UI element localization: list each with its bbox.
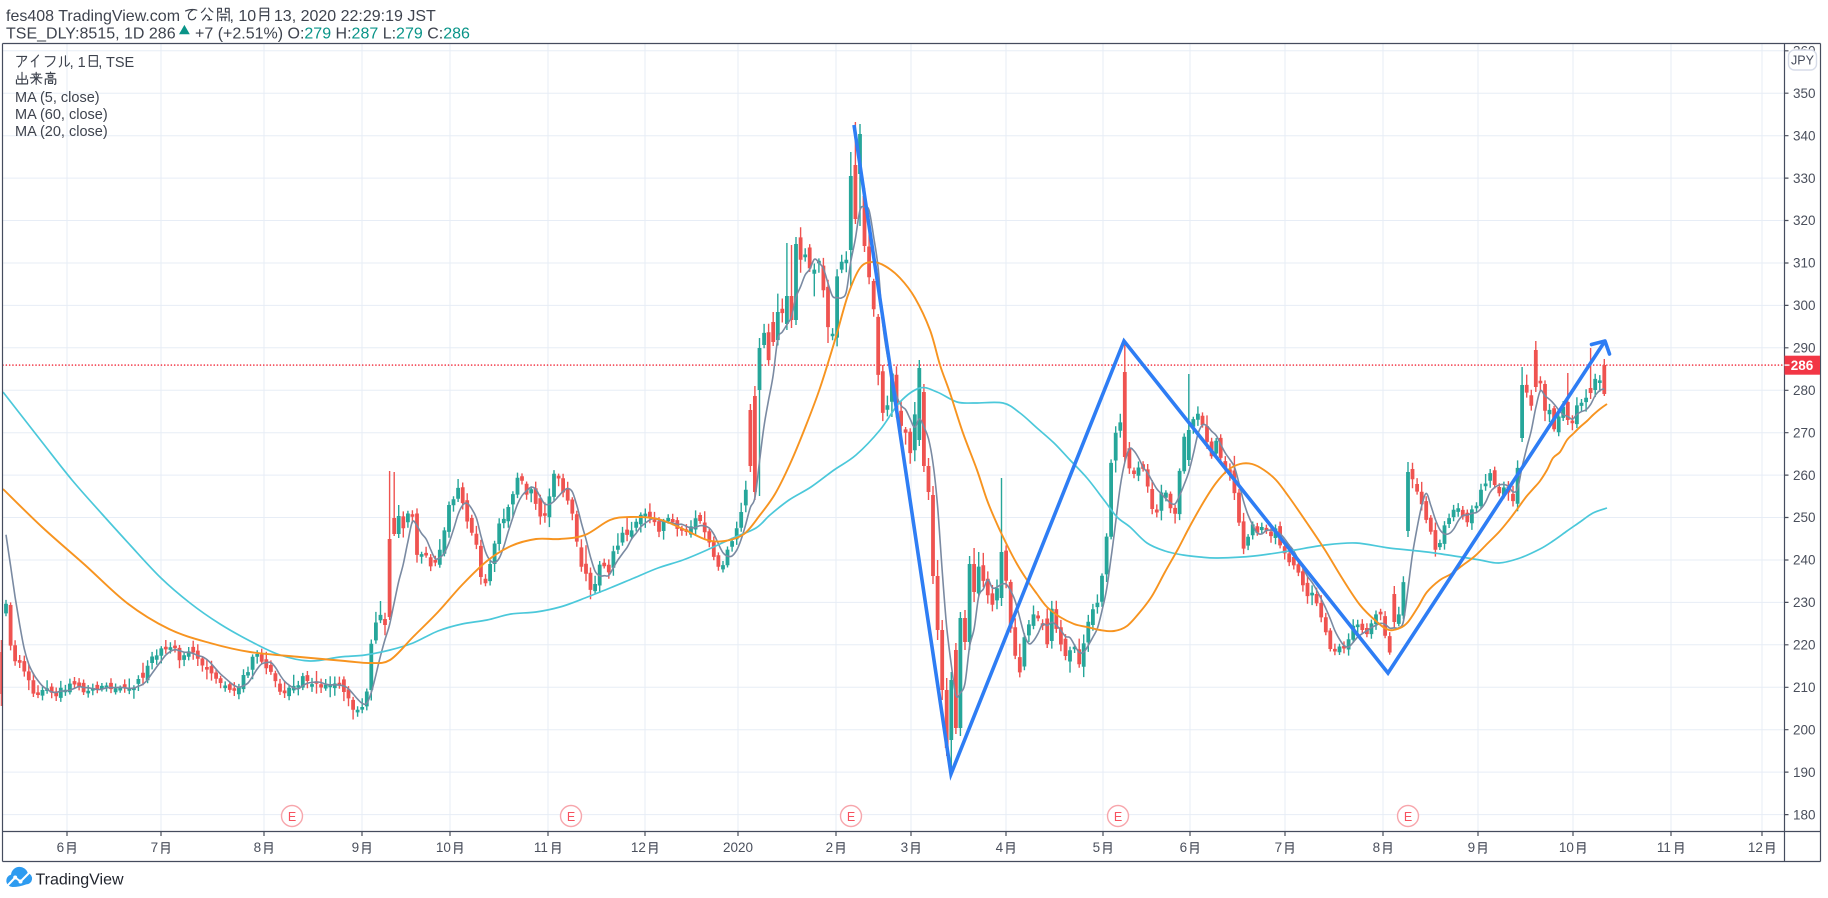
svg-text:3: 3 [901, 840, 909, 855]
svg-text:MA (5, close): MA (5, close) [15, 90, 100, 106]
svg-text:2020: 2020 [723, 840, 753, 855]
svg-text:180: 180 [1793, 807, 1816, 822]
svg-text:E: E [847, 810, 855, 824]
svg-text:240: 240 [1793, 553, 1816, 568]
svg-text:280: 280 [1793, 383, 1816, 398]
svg-text:8: 8 [254, 840, 262, 855]
svg-text:320: 320 [1793, 213, 1816, 228]
svg-text:330: 330 [1793, 171, 1816, 186]
svg-text:200: 200 [1793, 722, 1816, 737]
svg-text:6: 6 [1180, 840, 1188, 855]
svg-text:12: 12 [1748, 840, 1763, 855]
svg-text:10: 10 [1559, 840, 1574, 855]
svg-text:MA (60, close): MA (60, close) [15, 107, 108, 123]
svg-text:E: E [288, 810, 296, 824]
svg-text:, 10: , 10 [230, 8, 257, 25]
svg-text:190: 190 [1793, 765, 1816, 780]
svg-text:JPY: JPY [1791, 54, 1815, 68]
svg-text:+7 (+2.51%) O:279 H:287 L:279: +7 (+2.51%) O:279 H:287 L:279 C:286 [195, 26, 470, 43]
svg-text:6: 6 [57, 840, 65, 855]
svg-text:E: E [1404, 810, 1412, 824]
svg-text:11: 11 [1657, 840, 1671, 855]
svg-text:286: 286 [1791, 358, 1814, 373]
svg-text:270: 270 [1793, 425, 1816, 440]
svg-text:250: 250 [1793, 510, 1816, 525]
svg-text:210: 210 [1793, 680, 1816, 695]
svg-text:8: 8 [1373, 840, 1381, 855]
svg-text:7: 7 [151, 840, 159, 855]
svg-text:, 1: , 1 [70, 55, 86, 71]
svg-text:13, 2020 22:29:19 JST: 13, 2020 22:29:19 JST [274, 8, 436, 25]
svg-text:5: 5 [1093, 840, 1101, 855]
svg-text:E: E [1114, 810, 1122, 824]
svg-text:12: 12 [631, 840, 646, 855]
svg-text:7: 7 [1275, 840, 1283, 855]
svg-text:350: 350 [1793, 86, 1816, 101]
svg-text:290: 290 [1793, 341, 1816, 356]
svg-text:340: 340 [1793, 128, 1816, 143]
svg-text:TradingView: TradingView [36, 872, 124, 889]
svg-text:, TSE: , TSE [98, 55, 134, 71]
svg-text:TSE_DLY:8515, 1D 286: TSE_DLY:8515, 1D 286 [6, 26, 176, 43]
svg-text:220: 220 [1793, 638, 1816, 653]
svg-text:230: 230 [1793, 595, 1816, 610]
svg-text:MA (20, close): MA (20, close) [15, 124, 108, 140]
svg-text:310: 310 [1793, 256, 1816, 271]
svg-text:E: E [567, 810, 575, 824]
svg-text:4: 4 [996, 840, 1004, 855]
svg-text:300: 300 [1793, 298, 1816, 313]
svg-text:9: 9 [352, 840, 360, 855]
svg-text:10: 10 [436, 840, 451, 855]
svg-text:9: 9 [1468, 840, 1476, 855]
svg-text:11: 11 [534, 840, 548, 855]
svg-text:fes408 TradingView.com: fes408 TradingView.com [6, 8, 184, 25]
svg-text:2: 2 [826, 840, 834, 855]
svg-text:260: 260 [1793, 468, 1816, 483]
